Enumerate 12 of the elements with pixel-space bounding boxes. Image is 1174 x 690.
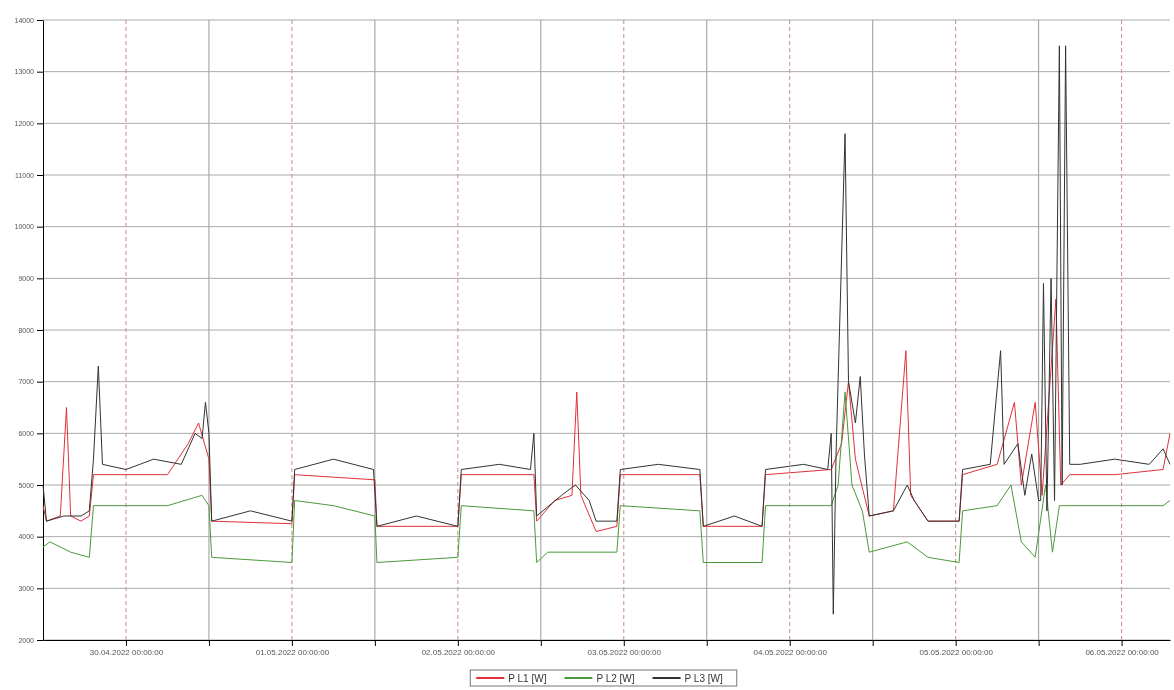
x-tick-label: 30.04.2022 00:00:00 (89, 647, 164, 657)
x-tick-label: 04.05.2022 00:00:00 (753, 647, 828, 657)
legend-label: P L3 [W] (684, 672, 723, 684)
x-tick-label: 01.05.2022 00:00:00 (255, 647, 330, 657)
x-tick-label: 02.05.2022 00:00:00 (421, 647, 496, 657)
x-tick-label: 06.05.2022 00:00:00 (1085, 647, 1160, 657)
legend-label: P L1 [W] (508, 672, 547, 684)
x-tick-label: 05.05.2022 00:00:00 (919, 647, 994, 657)
x-tick-label: 03.05.2022 00:00:00 (587, 647, 662, 657)
line-series (42, 391, 1171, 563)
line-series (42, 45, 1171, 615)
legend-label: P L2 [W] (596, 672, 635, 684)
